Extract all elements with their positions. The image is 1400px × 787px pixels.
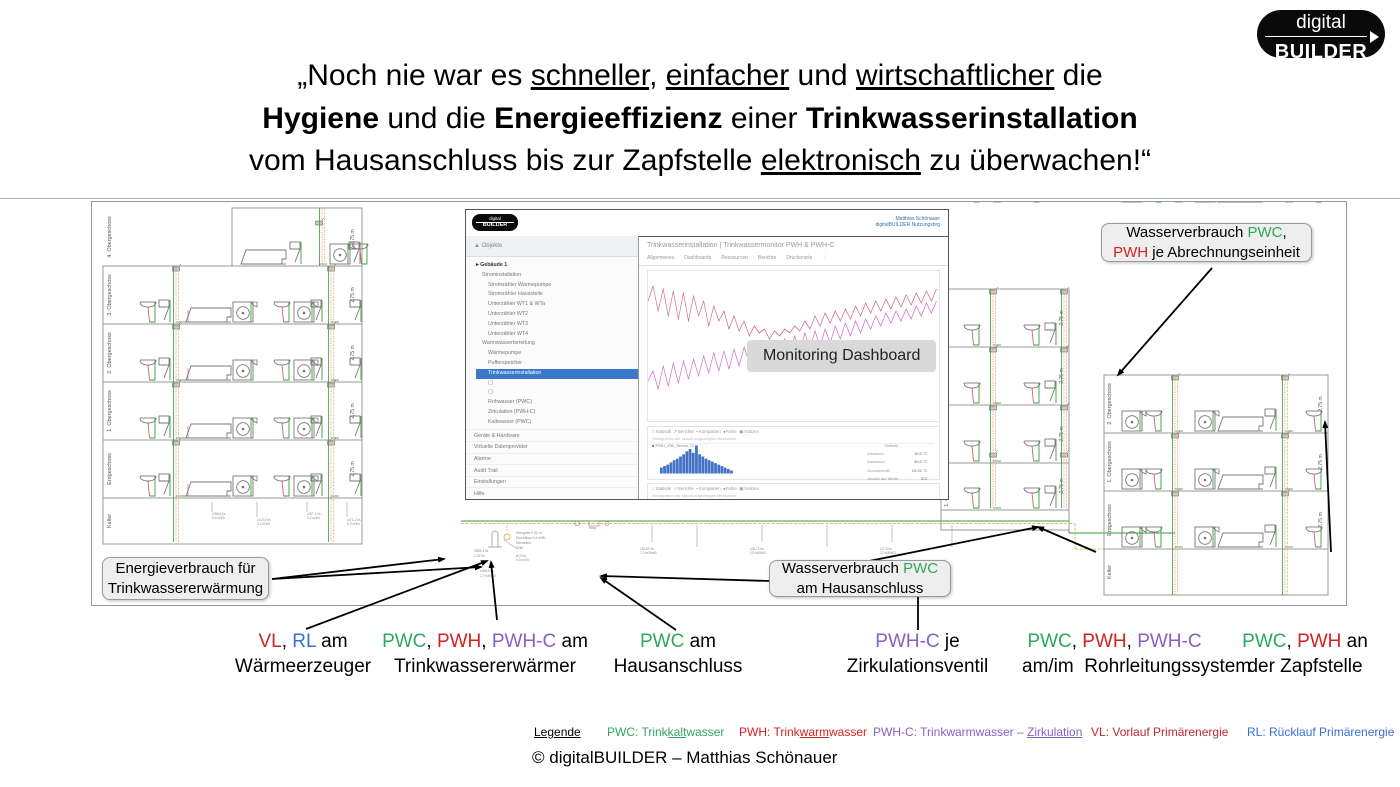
- svg-text:1. Obergeschoss: 1. Obergeschoss: [107, 390, 113, 432]
- svg-text:12 m3/h63: 12 m3/h63: [880, 551, 896, 555]
- svg-text:17 m3/h63: 17 m3/h63: [480, 574, 496, 578]
- svg-text:0,0 m3/h: 0,0 m3/h: [516, 558, 529, 562]
- svg-text:3,2 m3/h: 3,2 m3/h: [257, 522, 270, 526]
- svg-text:4. Obergeschoss: 4. Obergeschoss: [107, 216, 113, 258]
- svg-text:5,4 m3/h: 5,4 m3/h: [212, 516, 225, 520]
- svg-text:Übergabe 0,92 m: Übergabe 0,92 m: [516, 531, 542, 535]
- svg-text:1,32 l/s: 1,32 l/s: [474, 554, 485, 558]
- svg-text:2,75 m: 2,75 m: [1318, 396, 1324, 411]
- svg-text:Erdgeschoss: Erdgeschoss: [107, 453, 113, 485]
- svg-text:Herstellen: Herstellen: [516, 541, 531, 545]
- svg-text:Keller: Keller: [107, 514, 113, 528]
- svg-text:12 m3/h63: 12 m3/h63: [750, 551, 766, 555]
- svg-text:Zeile: Zeile: [516, 546, 523, 550]
- svg-text:Erdgeschoss: Erdgeschoss: [1107, 504, 1113, 536]
- svg-text:2853,4 l/s: 2853,4 l/s: [474, 549, 489, 553]
- svg-text:2. Obergeschoss: 2. Obergeschoss: [1107, 383, 1113, 425]
- svg-text:1. Obergeschoss: 1. Obergeschoss: [1107, 441, 1113, 483]
- svg-text:•459,6 l/s: •459,6 l/s: [480, 569, 494, 573]
- svg-text:Durchfluss 0,4 m3/h: Durchfluss 0,4 m3/h: [516, 536, 545, 540]
- svg-text:2. Obergeschoss: 2. Obergeschoss: [107, 332, 113, 374]
- svg-text:3,2 m3/h: 3,2 m3/h: [307, 516, 320, 520]
- svg-text:2,75 m: 2,75 m: [1318, 454, 1324, 469]
- svg-text:3. Obergeschoss: 3. Obergeschoss: [107, 274, 113, 316]
- svg-text:2,75 m: 2,75 m: [1318, 512, 1324, 527]
- svg-text:Keller: Keller: [1107, 565, 1113, 579]
- svg-text:7,2 m3/h63: 7,2 m3/h63: [640, 551, 657, 555]
- svg-text:PWH: PWH: [589, 526, 596, 530]
- svg-text:5,2 m3/h: 5,2 m3/h: [347, 522, 360, 526]
